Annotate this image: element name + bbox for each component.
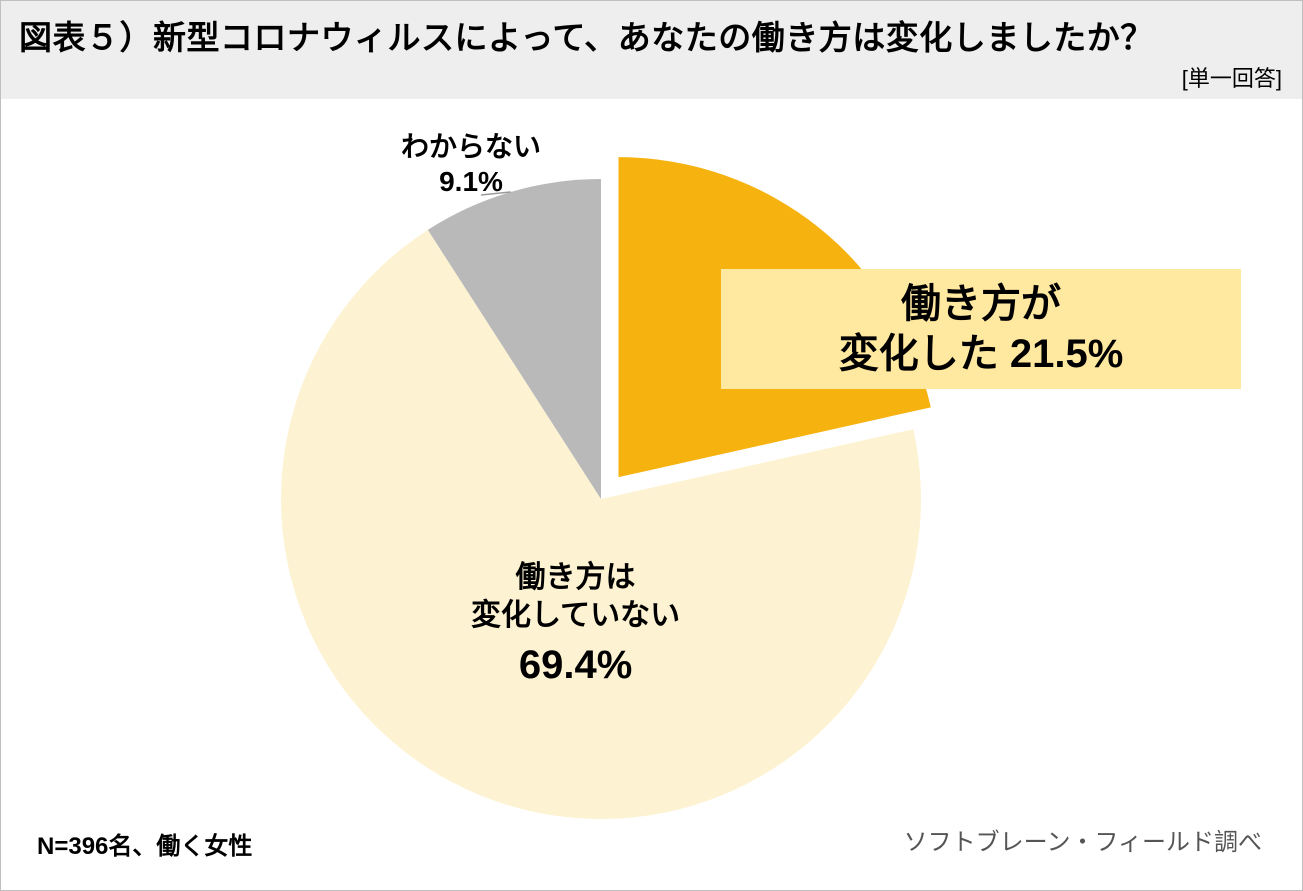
footer-sample-size: N=396名、働く女性 [37,826,252,861]
chart-subtitle: [単一回答] [19,61,1284,93]
chart-title: 図表５）新型コロナウィルスによって、あなたの働き方は変化しましたか？ [19,11,1284,59]
label-not-changed-line1: 働き方は [471,559,680,597]
label-not-changed-line2: 変化していない [471,597,680,635]
label-not-changed: 働き方は 変化していない 69.4% [471,559,680,690]
callout-changed: 働き方が 変化した 21.5% [721,269,1241,389]
callout-changed-line2: 変化した 21.5% [739,329,1223,379]
title-bar: 図表５）新型コロナウィルスによって、あなたの働き方は変化しましたか？ [単一回答… [1,1,1302,99]
chart-area: わからない 9.1% 働き方が 変化した 21.5% 働き方は 変化していない … [1,99,1302,879]
label-dont-know-line2: 9.1% [401,164,541,199]
figure-container: 図表５）新型コロナウィルスによって、あなたの働き方は変化しましたか？ [単一回答… [0,0,1303,891]
label-dont-know-line1: わからない [401,129,541,164]
callout-changed-line1: 働き方が [739,279,1223,329]
footer-source: ソフトブレーン・フィールド調べ [904,822,1262,857]
pie-svg [1,99,1303,879]
label-dont-know: わからない 9.1% [401,129,541,199]
label-not-changed-line3: 69.4% [471,640,680,690]
